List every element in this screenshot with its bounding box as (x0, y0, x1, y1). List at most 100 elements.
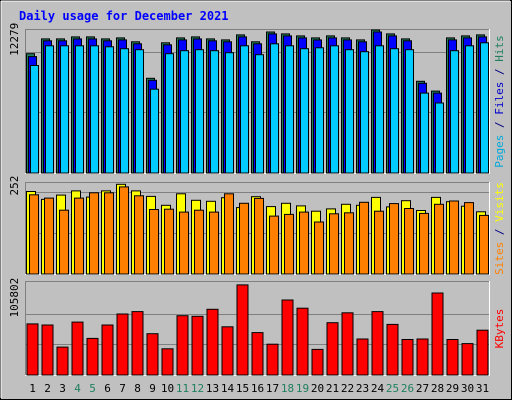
bar-pages-day-19 (300, 48, 309, 174)
bar-kbytes-day-27 (416, 338, 429, 376)
bar-sites-day-26 (404, 208, 414, 275)
bar-kbytes-day-18 (281, 299, 294, 376)
bar-sites-day-14 (224, 193, 234, 275)
bar-pages-day-3 (60, 45, 69, 174)
bar-sites-day-16 (254, 197, 264, 275)
bar-kbytes-day-24 (371, 311, 384, 376)
bar-pages-day-18 (285, 45, 294, 174)
day-label-22: 22 (341, 382, 354, 395)
day-label-16: 16 (251, 382, 264, 395)
bar-kbytes-day-8 (131, 311, 144, 376)
bar-sites-day-23 (359, 201, 369, 275)
panel-kbytes: 105802 KBytes (8, 278, 506, 376)
bar-pages-day-9 (150, 88, 159, 174)
bar-pages-day-21 (330, 45, 339, 174)
day-label-9: 9 (149, 382, 156, 395)
bar-sites-day-27 (419, 212, 429, 275)
y-tick-label: 252 (8, 176, 21, 196)
day-label-23: 23 (356, 382, 369, 395)
bar-pages-day-11 (180, 50, 189, 174)
bar-kbytes-day-15 (236, 284, 249, 376)
bar-sites-day-3 (59, 209, 69, 275)
day-label-7: 7 (119, 382, 126, 395)
day-label-21: 21 (326, 382, 339, 395)
bar-sites-day-22 (344, 212, 354, 275)
bar-sites-day-25 (389, 203, 399, 275)
bar-pages-day-6 (105, 46, 114, 174)
bar-pages-day-28 (435, 102, 444, 174)
bar-kbytes-day-2 (41, 324, 54, 376)
bar-sites-day-29 (449, 200, 459, 275)
bar-kbytes-day-12 (191, 315, 204, 376)
axis-legend-part: Files (493, 82, 506, 115)
day-label-30: 30 (461, 382, 474, 395)
bar-pages-day-10 (165, 53, 174, 174)
bar-pages-day-12 (195, 49, 204, 174)
bar-kbytes-day-20 (311, 348, 324, 376)
bar-pages-day-7 (120, 48, 129, 174)
day-label-4: 4 (74, 382, 81, 395)
bar-kbytes-day-11 (176, 315, 189, 376)
day-label-15: 15 (236, 382, 249, 395)
bar-sites-day-19 (299, 211, 309, 275)
day-label-18: 18 (281, 382, 294, 395)
bar-kbytes-day-10 (161, 348, 174, 376)
bar-kbytes-day-13 (206, 308, 219, 376)
day-label-3: 3 (59, 382, 66, 395)
bar-kbytes-day-16 (251, 332, 264, 376)
bar-sites-day-24 (374, 210, 384, 275)
bar-kbytes-day-26 (401, 339, 414, 376)
bar-kbytes-day-25 (386, 323, 399, 376)
bar-pages-day-23 (360, 51, 369, 174)
bar-pages-day-1 (30, 65, 39, 174)
day-label-5: 5 (89, 382, 96, 395)
day-label-31: 31 (476, 382, 489, 395)
bar-kbytes-day-1 (26, 323, 39, 376)
bar-sites-day-31 (479, 214, 489, 275)
bar-pages-day-5 (90, 45, 99, 174)
day-axis: 1 2 3 4 5 6 7 8 9 10 11 12 13 14 15 16 17 18 19 20 21 22 23 24 2… (29, 382, 489, 395)
bar-sites-day-13 (209, 211, 219, 275)
bar-kbytes-day-14 (221, 326, 234, 376)
day-label-10: 10 (161, 382, 174, 395)
bar-pages-day-29 (450, 50, 459, 174)
bar-sites-day-30 (464, 202, 474, 275)
bar-pages-day-2 (45, 45, 54, 174)
bar-pages-day-27 (420, 92, 429, 174)
bar-kbytes-day-3 (56, 346, 69, 376)
bar-sites-day-2 (44, 197, 54, 275)
bar-pages-day-30 (465, 45, 474, 174)
bar-kbytes-day-19 (296, 307, 309, 376)
bar-sites-day-7 (119, 186, 129, 275)
axis-legend: Sites / Visits (493, 182, 506, 275)
day-label-28: 28 (431, 382, 444, 395)
day-label-11: 11 (176, 382, 189, 395)
bar-sites-day-17 (269, 215, 279, 275)
bar-kbytes-day-4 (71, 321, 84, 376)
chart-title: Daily usage for December 2021 (19, 9, 229, 23)
bar-pages-day-13 (210, 50, 219, 174)
day-label-20: 20 (311, 382, 324, 395)
day-label-8: 8 (134, 382, 141, 395)
y-tick-label: 105802 (8, 278, 21, 318)
bar-sites-day-8 (134, 195, 144, 275)
day-label-2: 2 (44, 382, 51, 395)
bar-pages-day-31 (480, 42, 489, 174)
y-tick-label: 12279 (8, 23, 21, 56)
axis-legend-part: / (493, 62, 506, 82)
bar-sites-day-18 (284, 213, 294, 275)
bar-kbytes-day-17 (266, 343, 279, 376)
axis-legend: Pages / Files / Hits (493, 35, 506, 168)
day-label-14: 14 (221, 382, 235, 395)
bar-kbytes-day-23 (356, 338, 369, 376)
bar-sites-day-11 (179, 211, 189, 275)
bar-kbytes-day-31 (476, 329, 489, 376)
panel-visitors: 252 Sites / Visits (8, 176, 506, 275)
bar-kbytes-day-22 (341, 312, 354, 376)
bar-sites-day-15 (239, 202, 249, 275)
bar-kbytes-day-21 (326, 322, 339, 376)
bar-pages-day-15 (240, 45, 249, 174)
bar-sites-day-28 (434, 203, 444, 275)
bar-pages-day-16 (255, 54, 264, 174)
